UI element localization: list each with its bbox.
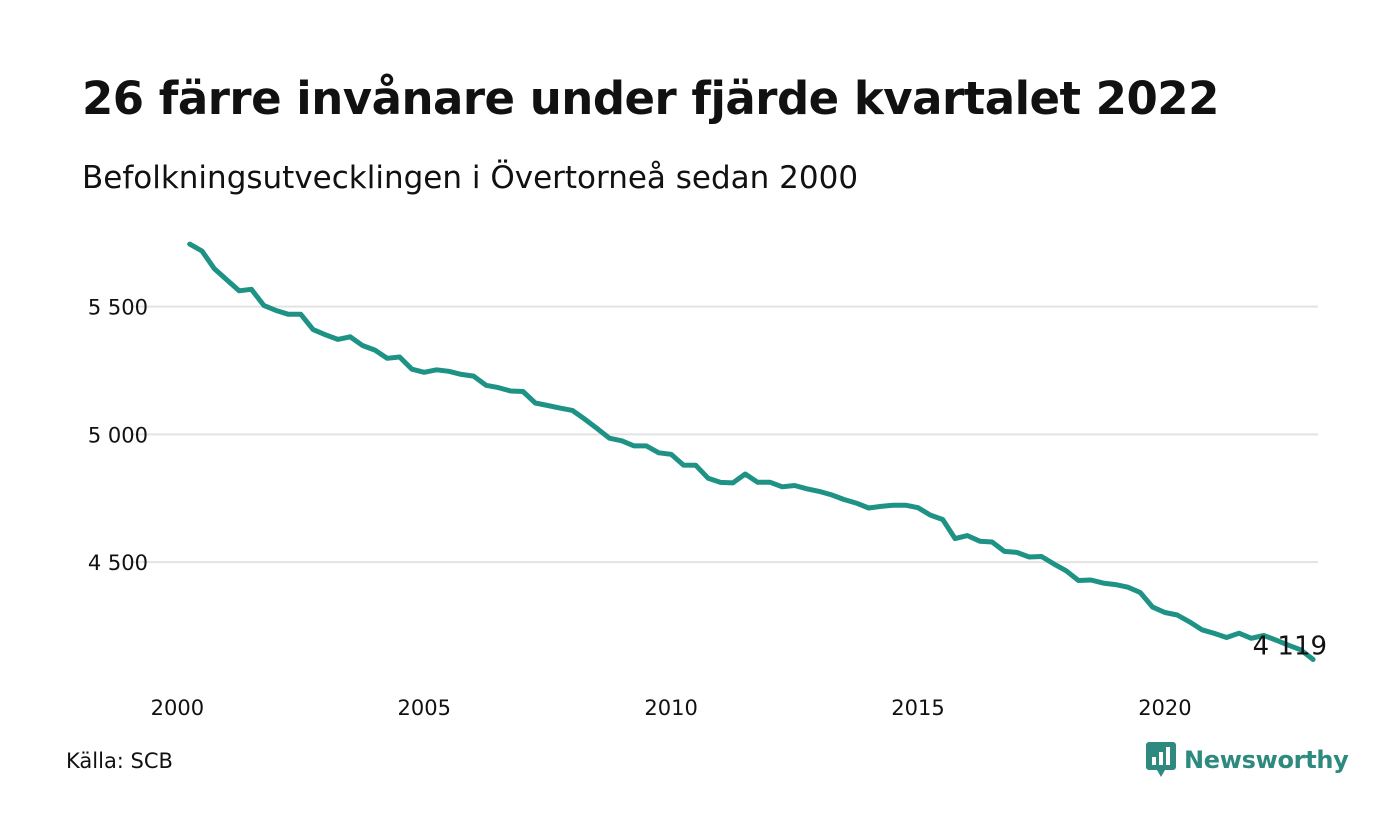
x-tick-label-0: 2000 [151,696,204,720]
x-tick-label-1: 2005 [398,696,451,720]
chart-subtitle: Befolkningsutvecklingen i Övertorneå sed… [82,160,859,196]
series-line [187,241,1316,662]
x-axis-ticks: 2000 2005 2010 2015 2020 [151,696,1192,720]
newsworthy-brand[interactable]: Newsworthy [1146,742,1349,778]
newsworthy-logo-icon [1146,742,1176,777]
x-tick-label-3: 2015 [891,696,944,720]
x-tick-label-4: 2020 [1138,696,1191,720]
end-label-layer: 4 119 [1253,631,1327,661]
y-tick-label-2: 5 500 [88,296,148,320]
y-axis-ticks: 4 500 5 000 5 500 [88,296,148,575]
series-line-layer [187,241,1316,662]
brand-name: Newsworthy [1184,746,1349,774]
end-value-label: 4 119 [1253,631,1327,661]
y-tick-label-1: 5 000 [88,423,148,447]
source-note: Källa: SCB [66,749,173,773]
chart-title: 26 färre invånare under fjärde kvartalet… [82,72,1219,125]
y-tick-label-0: 4 500 [88,551,148,575]
x-tick-label-2: 2010 [644,696,697,720]
grid-lines [130,305,1318,564]
